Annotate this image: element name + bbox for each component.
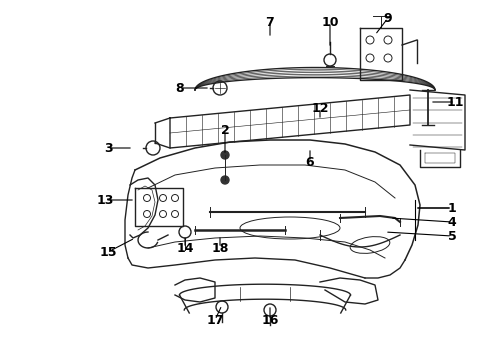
Text: 15: 15 [99,246,117,258]
Text: 12: 12 [311,102,329,114]
Text: 10: 10 [321,15,339,28]
Text: 3: 3 [104,141,112,154]
Text: 2: 2 [220,123,229,136]
Text: 1: 1 [448,202,456,215]
Circle shape [221,151,229,159]
Text: 4: 4 [448,216,456,229]
Text: 9: 9 [384,12,392,24]
Text: 13: 13 [97,194,114,207]
Text: 6: 6 [306,156,314,168]
Text: 14: 14 [176,242,194,255]
Text: 17: 17 [206,314,224,327]
Text: 7: 7 [266,15,274,28]
Text: 8: 8 [176,81,184,95]
Circle shape [221,176,229,184]
Text: 5: 5 [448,230,456,243]
Text: 16: 16 [261,314,279,327]
Text: 18: 18 [211,242,229,255]
Text: 11: 11 [446,95,464,108]
